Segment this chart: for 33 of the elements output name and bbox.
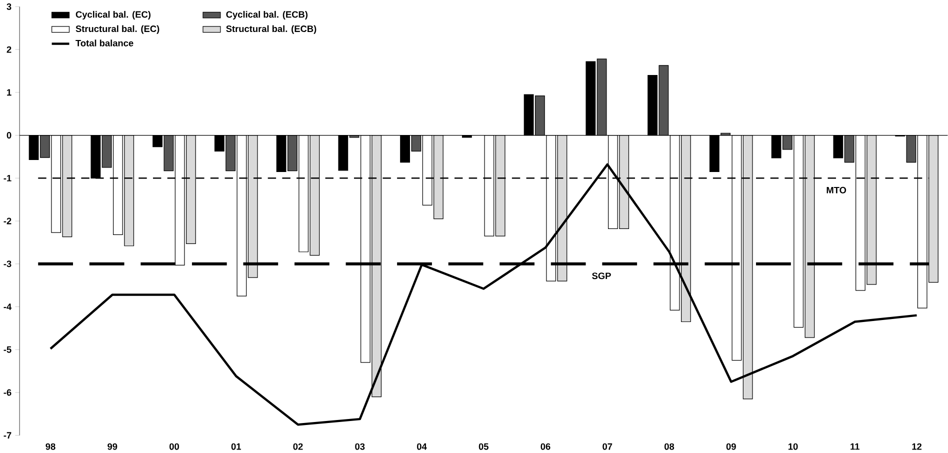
legend-label: Cyclical bal. (EC) <box>76 10 150 20</box>
legend-label: Structural bal. (EC) <box>76 25 160 34</box>
x-tick-label: 09 <box>726 443 736 450</box>
legend-label: Total balance <box>76 39 134 46</box>
x-tick-label: 04 <box>417 443 427 450</box>
y-tick-label: 2 <box>6 46 12 53</box>
x-tick-label: 02 <box>293 443 303 450</box>
y-tick-label: -2 <box>4 218 12 224</box>
y-tick-label: -7 <box>4 432 12 438</box>
y-tick-label: -4 <box>4 303 12 310</box>
y-tick-label: -1 <box>4 174 12 182</box>
legend-label: Structural bal. (ECB) <box>226 25 316 34</box>
y-tick-label: -5 <box>4 346 12 353</box>
y-tick-label: 0 <box>6 132 12 138</box>
x-tick-label: 03 <box>355 443 365 450</box>
x-tick-label: 99 <box>108 443 118 450</box>
y-tick-label: -3 <box>4 260 12 268</box>
x-tick-label: 98 <box>46 443 56 450</box>
ref-line-label: SGP <box>592 272 611 280</box>
x-tick-label: 01 <box>231 443 241 450</box>
x-tick-label: 12 <box>912 443 922 450</box>
x-tick-label: 10 <box>788 443 798 450</box>
ref-line-label: MTO <box>826 186 846 194</box>
x-tick-label: 11 <box>850 443 860 450</box>
x-tick-label: 08 <box>664 443 674 450</box>
y-tick-label: 3 <box>6 3 12 10</box>
y-tick-label: -6 <box>4 389 12 396</box>
x-tick-label: 07 <box>602 443 612 450</box>
x-tick-label: 05 <box>478 443 488 450</box>
legend-label: Cyclical bal. (ECB) <box>226 10 308 20</box>
x-tick-label: 06 <box>540 443 550 450</box>
x-tick-label: 00 <box>170 443 179 450</box>
y-tick-label: 1 <box>7 89 12 96</box>
